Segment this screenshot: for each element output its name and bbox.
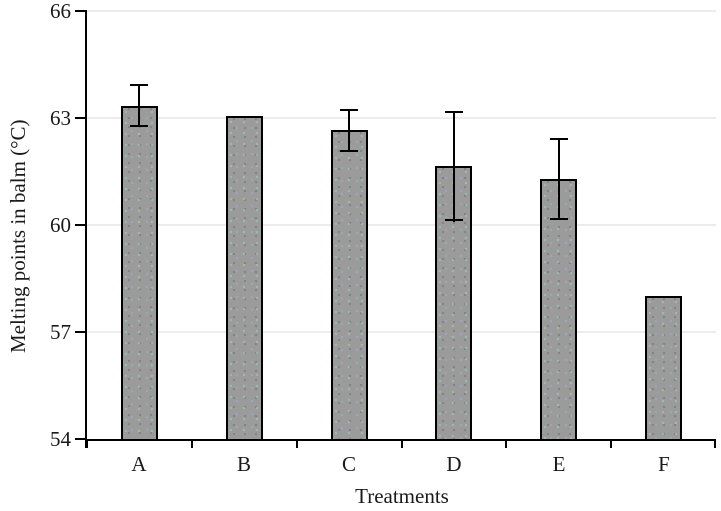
y-tick-54 [75,438,85,440]
y-axis-line [85,10,87,448]
y-tick-label-63: 63 [50,106,71,130]
y-tick-label-57: 57 [50,320,71,344]
gridline-y63 [87,117,716,119]
y-tick-label-60: 60 [50,213,71,237]
bar-F [645,296,682,441]
error-cap-bottom-D [445,219,463,221]
x-boundary-tick-2 [296,439,298,448]
y-tick-66 [75,10,85,12]
error-cap-top-C [340,109,358,111]
x-axis-title: Treatments [355,484,449,508]
x-boundary-tick-6 [714,439,716,448]
x-boundary-tick-5 [610,439,612,448]
y-tick-label-66: 66 [50,0,71,23]
x-tick-label-D: D [446,452,462,476]
error-bar-A [138,84,140,127]
x-boundary-tick-4 [505,439,507,448]
error-cap-top-E [550,138,568,140]
x-boundary-tick-3 [401,439,403,448]
error-bar-D [453,111,455,222]
error-bar-C [348,109,350,152]
bar-E [540,179,577,441]
x-boundary-tick-0 [86,439,88,448]
y-tick-63 [75,117,85,119]
x-tick-label-F: F [658,452,670,476]
bar-C [331,130,368,441]
error-cap-top-A [130,84,148,86]
error-bar-E [558,138,560,220]
x-tick-label-B: B [236,452,251,476]
x-boundary-tick-1 [191,439,193,448]
gridline-y66 [87,10,716,12]
x-tick-label-C: C [341,452,356,476]
gridline-y60 [87,224,716,226]
y-tick-57 [75,331,85,333]
error-cap-bottom-E [550,218,568,220]
y-axis-title: Melting points in balm (°C) [6,119,30,353]
y-tick-60 [75,224,85,226]
error-cap-top-D [445,111,463,113]
y-tick-label-54: 54 [50,427,71,451]
x-tick-label-E: E [552,452,566,476]
x-axis-line [85,439,716,441]
bar-B [226,116,263,441]
error-cap-bottom-C [340,150,358,152]
error-cap-bottom-A [130,125,148,127]
gridline-y57 [87,331,716,333]
x-tick-label-A: A [131,452,147,476]
bar-A [121,106,158,441]
